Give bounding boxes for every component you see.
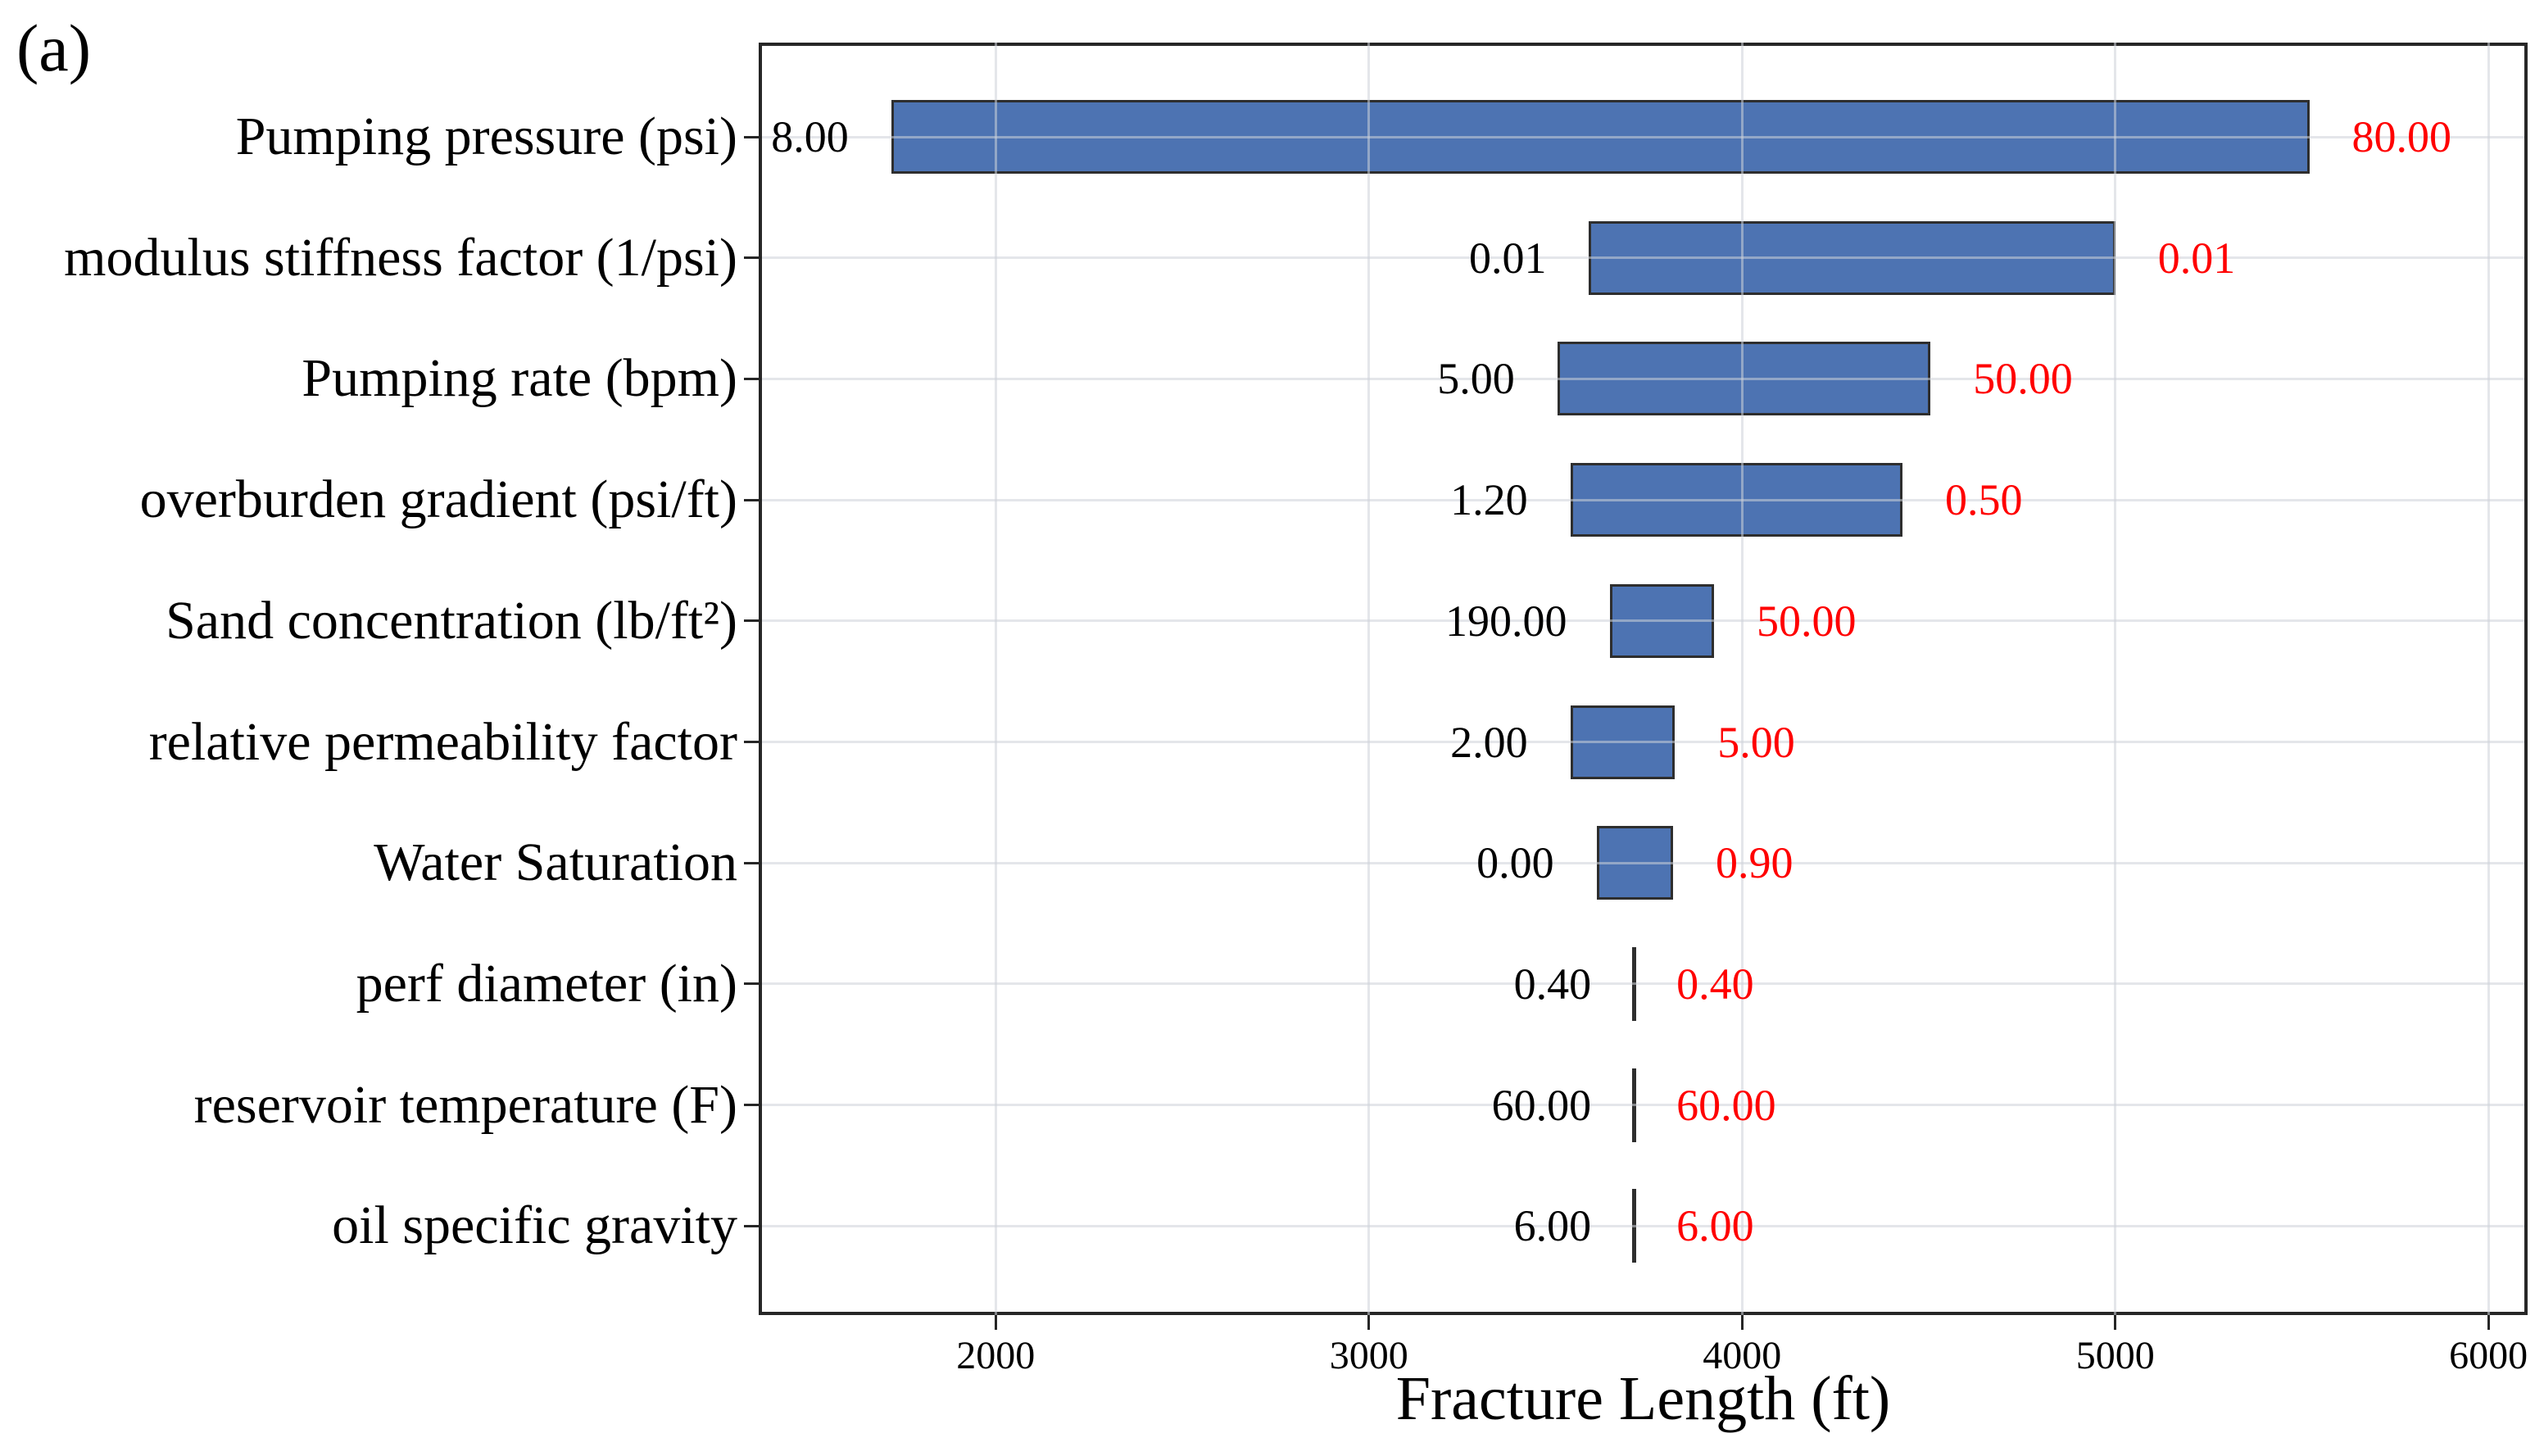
low-value-label: 5.00	[1437, 354, 1515, 404]
x-axis-tick	[2487, 1315, 2490, 1330]
horizontal-gridline	[762, 861, 2524, 864]
high-value-label: 0.90	[1715, 838, 1793, 888]
high-value-label: 50.00	[1757, 596, 1857, 646]
low-value-label: 0.40	[1513, 959, 1592, 1009]
horizontal-gridline	[762, 1224, 2524, 1227]
x-tick-label: 5000	[2075, 1334, 2155, 1377]
y-axis-tick	[744, 1104, 759, 1107]
low-value-label: 6.00	[1513, 1201, 1592, 1251]
y-axis-tick	[744, 982, 759, 986]
vertical-gridline	[1367, 43, 1371, 1315]
category-label: Pumping pressure (psi)	[235, 107, 737, 166]
high-value-label: 0.40	[1676, 959, 1754, 1009]
x-axis-tick	[2114, 1315, 2117, 1330]
x-axis-title: Fracture Length (ft)	[1395, 1364, 1891, 1433]
high-value-label: 5.00	[1717, 717, 1795, 767]
low-value-label: 0.00	[1476, 838, 1554, 888]
horizontal-gridline	[762, 619, 2524, 623]
y-axis-tick	[744, 619, 759, 623]
horizontal-gridline	[762, 982, 2524, 986]
high-value-label: 80.00	[2351, 112, 2452, 161]
y-axis-tick	[744, 498, 759, 501]
x-tick-label: 2000	[956, 1334, 1036, 1377]
vertical-gridline	[2114, 43, 2117, 1315]
x-axis-tick	[1367, 1315, 1371, 1330]
high-value-label: 0.01	[2157, 233, 2236, 283]
low-value-label: 1.20	[1450, 475, 1528, 525]
low-value-label: 190.00	[1445, 596, 1567, 646]
category-label: overburden gradient (psi/ft)	[139, 469, 737, 530]
x-tick-label: 4000	[1703, 1334, 1782, 1377]
y-axis-tick	[744, 135, 759, 138]
y-axis-tick	[744, 741, 759, 743]
high-value-label: 50.00	[1973, 354, 2073, 404]
high-value-label: 60.00	[1676, 1080, 1776, 1130]
horizontal-gridline	[762, 256, 2524, 260]
horizontal-gridline	[762, 498, 2524, 501]
high-value-label: 0.50	[1945, 475, 2023, 525]
high-value-label: 6.00	[1676, 1201, 1754, 1251]
category-label: Water Saturation	[374, 832, 737, 893]
horizontal-gridline	[762, 377, 2524, 380]
category-label: Pumping rate (bpm)	[302, 348, 737, 409]
panel-label: (a)	[16, 11, 92, 85]
low-value-label: 0.01	[1468, 233, 1547, 283]
horizontal-gridline	[762, 1104, 2524, 1107]
x-tick-label: 6000	[2449, 1334, 2528, 1377]
low-value-label: 2.00	[1450, 717, 1528, 767]
horizontal-gridline	[762, 135, 2524, 138]
category-label: modulus stiffness factor (1/psi)	[64, 227, 737, 288]
vertical-gridline	[1740, 43, 1744, 1315]
y-axis-tick	[744, 377, 759, 380]
y-axis-tick	[744, 256, 759, 260]
x-tick-label: 3000	[1329, 1334, 1408, 1377]
x-axis-tick	[1740, 1315, 1744, 1330]
low-value-label: 60.00	[1491, 1080, 1592, 1130]
category-label: Sand concentration (lb/ft²)	[166, 590, 737, 651]
category-label: perf diameter (in)	[356, 953, 737, 1014]
vertical-gridline	[2487, 43, 2490, 1315]
category-label: oil specific gravity	[332, 1195, 737, 1256]
vertical-gridline	[994, 43, 997, 1315]
category-label: reservoir temperature (F)	[193, 1074, 737, 1135]
x-axis-tick	[994, 1315, 997, 1330]
y-axis-tick	[744, 861, 759, 864]
category-label: relative permeability factor	[148, 711, 737, 772]
low-value-label: 8.00	[771, 112, 849, 161]
y-axis-tick	[744, 1224, 759, 1227]
horizontal-gridline	[762, 741, 2524, 743]
